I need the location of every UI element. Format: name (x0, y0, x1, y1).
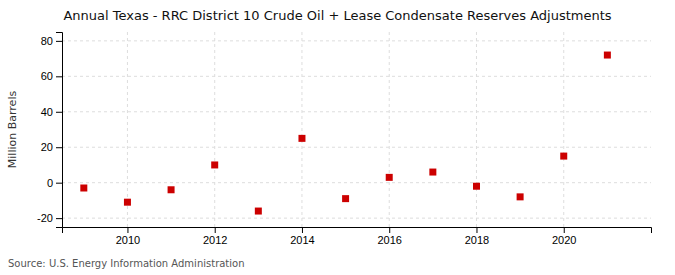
tick-mark (564, 227, 565, 233)
tick-mark (56, 218, 62, 219)
annotation: Source: U.S. Energy Information Administ… (8, 258, 245, 269)
chart: 2010 2012 2014 2016 2018 2020 -20 0 20 40 60 80 Annu… (0, 0, 675, 275)
grid (62, 32, 651, 227)
tick-mark (56, 112, 62, 113)
grid-line (127, 32, 128, 227)
tick: 80 (41, 35, 62, 47)
grid-line (62, 40, 651, 41)
point (517, 193, 524, 200)
tick: 2010 (116, 227, 140, 246)
tick: 2018 (465, 227, 489, 246)
tick-label: -20 (37, 212, 53, 224)
tick: 2016 (377, 227, 401, 246)
tick-mark (215, 227, 216, 233)
tick-label: 2020 (552, 234, 576, 246)
plot: 2010 2012 2014 2016 2018 2020 -20 0 20 40 60 80 (37, 32, 651, 246)
grid-line (389, 32, 390, 227)
grid-line (301, 32, 302, 227)
point (560, 153, 567, 160)
tick-mark (56, 76, 62, 77)
tick-mark (302, 227, 303, 233)
point (386, 174, 393, 181)
grid-line (62, 182, 651, 183)
point (604, 52, 611, 59)
grid-line (62, 111, 651, 112)
tick-label: 80 (41, 35, 53, 47)
point (211, 161, 218, 168)
axis-line (63, 228, 652, 234)
tick: 2014 (290, 227, 314, 246)
tick-label: 2016 (377, 234, 401, 246)
point (342, 195, 349, 202)
tick-label: 2012 (203, 234, 227, 246)
y-axis-title: Million Barrels (6, 91, 19, 169)
tick: 2020 (552, 227, 576, 246)
tick-label: 2014 (290, 234, 314, 246)
axis-line (56, 33, 63, 228)
tick-label: 2010 (116, 234, 140, 246)
grid-line (62, 147, 651, 148)
y-axis: -20 0 20 40 60 80 (37, 33, 62, 228)
points (80, 52, 611, 215)
point (298, 135, 305, 142)
grid-line (563, 32, 564, 227)
tick: 40 (41, 106, 62, 118)
grid-line (62, 218, 651, 219)
tick: 2012 (203, 227, 227, 246)
tick-label: 2018 (465, 234, 489, 246)
point (124, 199, 131, 206)
tick-label: 60 (41, 70, 53, 82)
point (429, 169, 436, 176)
title: Annual Texas - RRC District 10 Crude Oil… (63, 8, 611, 23)
point (255, 208, 262, 215)
tick-mark (476, 227, 477, 233)
tick-mark (56, 183, 62, 184)
tick: 60 (41, 70, 62, 82)
tick-label: 20 (41, 141, 53, 153)
tick: -20 (37, 212, 62, 224)
grid-line (476, 32, 477, 227)
tick-mark (127, 227, 128, 233)
tick-label: 0 (47, 177, 53, 189)
tick-label: 40 (41, 106, 53, 118)
point (473, 183, 480, 190)
tick-mark (56, 41, 62, 42)
tick-mark (56, 147, 62, 148)
point (80, 185, 87, 192)
grid-line (62, 76, 651, 77)
tick: 20 (41, 141, 62, 153)
x-axis: 2010 2012 2014 2016 2018 2020 (63, 227, 652, 246)
grid-line (214, 32, 215, 227)
point (168, 186, 175, 193)
tick-mark (389, 227, 390, 233)
tick: 0 (47, 177, 62, 189)
